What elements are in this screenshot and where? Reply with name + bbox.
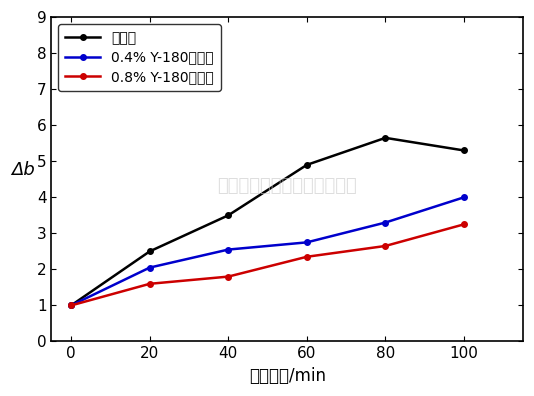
0.4% Y-180抗氧剂 [461, 195, 467, 200]
0.8% Y-180抗氧剂 [461, 222, 467, 227]
0.4% Y-180抗氧剂 [304, 240, 310, 245]
Line: 0.8% Y-180抗氧剂: 0.8% Y-180抗氧剂 [68, 222, 467, 308]
0.8% Y-180抗氧剂 [225, 274, 231, 279]
0.4% Y-180抗氧剂 [225, 247, 231, 252]
Line: 无添加: 无添加 [68, 135, 467, 308]
无添加 [225, 213, 231, 218]
Legend: 无添加, 0.4% Y-180抗氧剂, 0.8% Y-180抗氧剂: 无添加, 0.4% Y-180抗氧剂, 0.8% Y-180抗氧剂 [58, 24, 221, 91]
Line: 0.4% Y-180抗氧剂: 0.4% Y-180抗氧剂 [68, 194, 467, 308]
Y-axis label: Δb: Δb [11, 161, 35, 179]
0.4% Y-180抗氧剂 [146, 265, 153, 270]
无添加 [304, 162, 310, 167]
0.8% Y-180抗氧剂 [304, 254, 310, 259]
Text: 广州古德新材料科技有限公司: 广州古德新材料科技有限公司 [217, 177, 357, 195]
X-axis label: 老化时间/min: 老化时间/min [249, 367, 326, 385]
无添加 [382, 135, 389, 140]
无添加 [68, 303, 74, 308]
无添加 [461, 148, 467, 153]
0.8% Y-180抗氧剂 [382, 244, 389, 248]
0.8% Y-180抗氧剂 [68, 303, 74, 308]
无添加 [146, 249, 153, 254]
0.8% Y-180抗氧剂 [146, 282, 153, 286]
0.4% Y-180抗氧剂 [68, 303, 74, 308]
0.4% Y-180抗氧剂 [382, 220, 389, 225]
